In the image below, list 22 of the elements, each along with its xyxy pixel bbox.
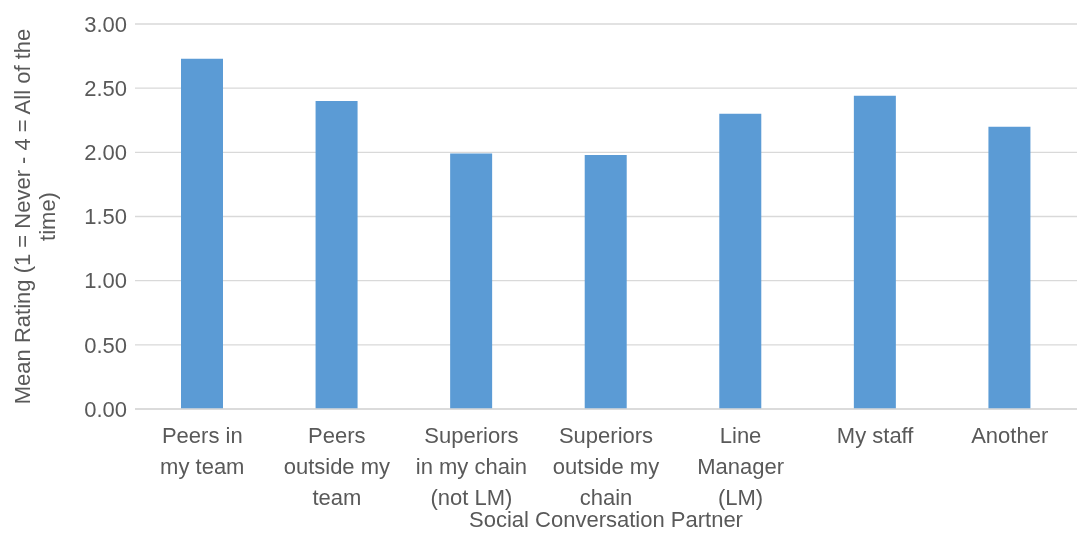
bar: [450, 153, 493, 409]
y-tick-label: 2.00: [84, 140, 127, 166]
bar: [315, 101, 358, 409]
bar: [181, 58, 223, 409]
y-tick-label: 3.00: [84, 11, 127, 37]
x-tick-label: Line Manager (LM): [697, 423, 784, 510]
y-tick-label: 1.50: [84, 204, 127, 230]
bar: [853, 95, 896, 409]
y-tick-label: 1.00: [84, 268, 127, 294]
x-tick-label: Superiors in my chain (not LM): [415, 423, 528, 510]
y-axis-title: Mean Rating (1 = Never - 4 = All of the time): [10, 28, 60, 405]
x-tick-label: Peers outside my team: [283, 423, 391, 510]
bar: [584, 154, 627, 409]
x-tick-label: My staff: [836, 423, 915, 448]
bar: [719, 113, 762, 409]
y-tick-label: 2.50: [84, 75, 127, 101]
bar: [988, 126, 1031, 409]
y-tick-label: 0.50: [84, 332, 127, 358]
x-tick-label: Another: [971, 423, 1049, 448]
x-tick-label: Peers in my team: [160, 423, 245, 479]
x-tick-label: Superiors outside my chain: [552, 423, 660, 510]
y-tick-label: 0.00: [84, 396, 127, 422]
